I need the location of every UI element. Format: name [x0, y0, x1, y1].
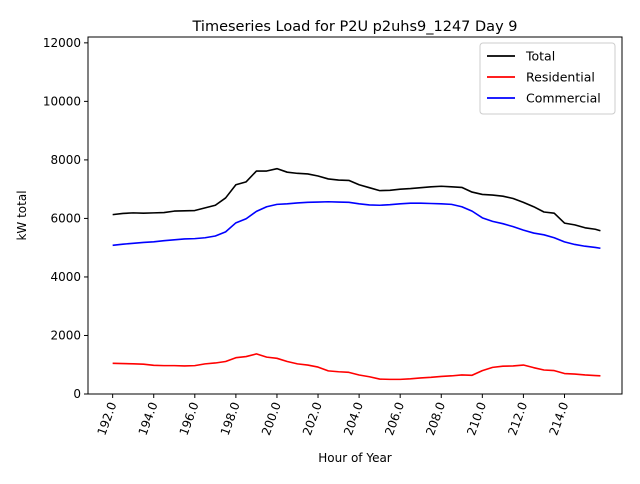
- legend-label-residential: Residential: [526, 70, 595, 85]
- y-tick-label: 2000: [50, 328, 81, 342]
- y-tick-label: 6000: [50, 211, 81, 225]
- plot-frame: [87, 36, 623, 395]
- series-line-total: [112, 167, 601, 232]
- x-axis-label: Hour of Year: [318, 451, 392, 465]
- y-tick-label: 8000: [50, 153, 81, 167]
- legend-label-commercial: Commercial: [526, 91, 601, 106]
- y-axis: 0 2000 4000 6000 8000 10000 12000: [43, 36, 88, 401]
- y-tick-label: 12000: [43, 36, 81, 50]
- y-tick-label: 4000: [50, 270, 81, 284]
- y-axis-label: kW total: [15, 190, 29, 240]
- series-line-commercial: [112, 200, 601, 250]
- chart-title: Timeseries Load for P2U p2uhs9_1247 Day …: [192, 19, 518, 35]
- y-tick-label: 10000: [43, 94, 81, 108]
- legend: Total Residential Commercial: [479, 42, 616, 115]
- plot-lines: [112, 167, 601, 381]
- series-line-residential: [112, 353, 601, 381]
- legend-box: [479, 42, 616, 115]
- y-tick-label: 0: [73, 387, 81, 401]
- legend-label-total: Total: [525, 49, 555, 64]
